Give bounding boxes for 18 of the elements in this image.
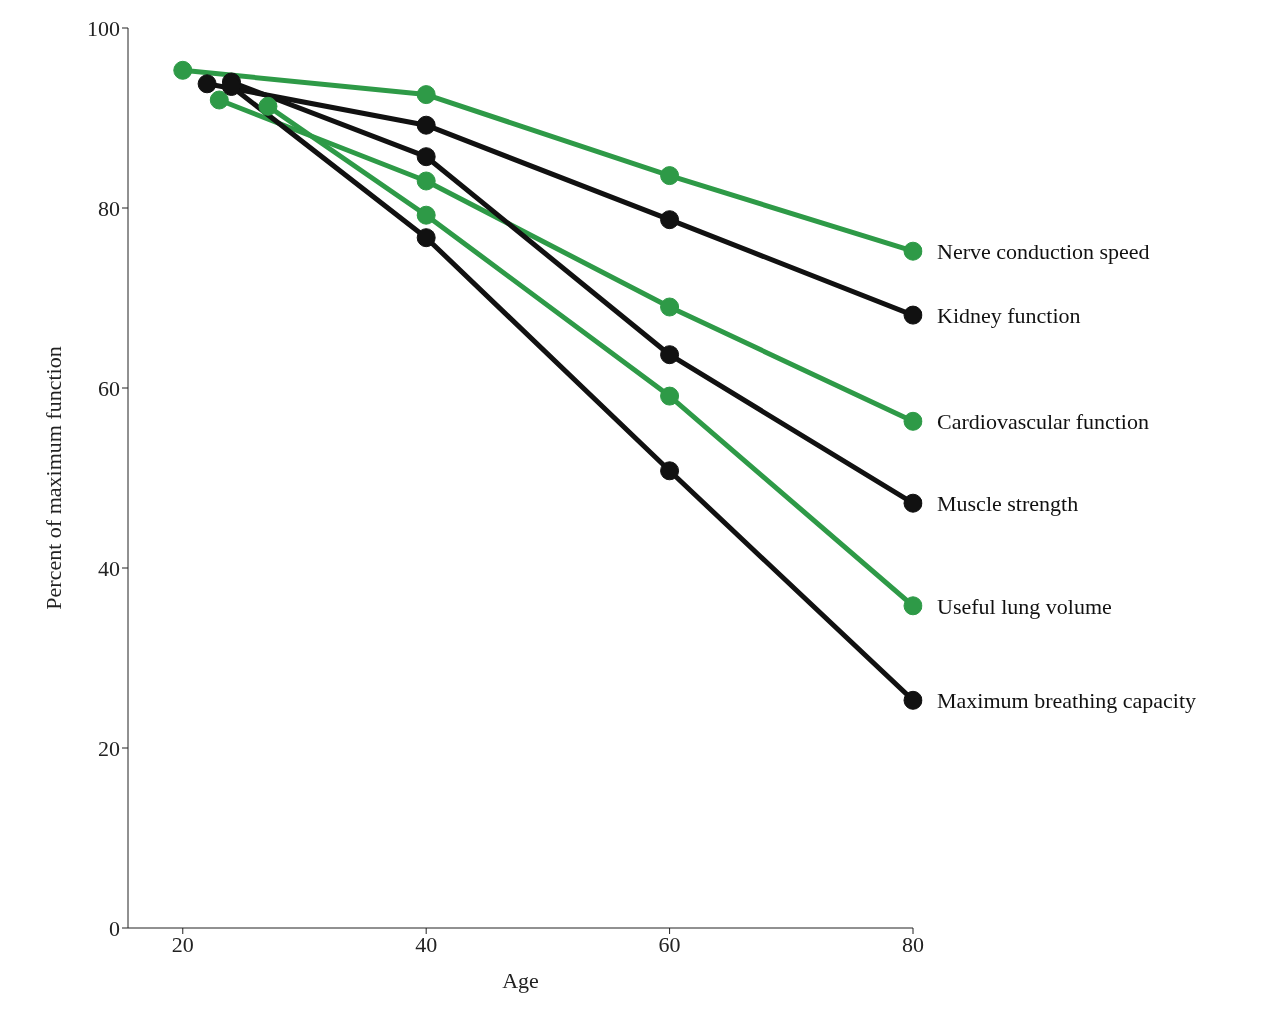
y-tick-label: 80 — [98, 195, 120, 221]
series-label: Cardiovascular function — [937, 409, 1149, 435]
x-axis-title: Age — [502, 968, 539, 993]
x-tick-label: 80 — [902, 931, 924, 957]
series-label: Maximum breathing capacity — [937, 688, 1197, 714]
y-tick-label: 100 — [87, 15, 120, 41]
series-label: Kidney function — [937, 303, 1081, 329]
x-tick-label: 20 — [171, 931, 194, 957]
y-axis-title: Percent of maximum function — [40, 346, 66, 610]
x-tick-label: 40 — [415, 931, 438, 957]
y-tick-label: 20 — [98, 735, 120, 761]
y-tick-label: 60 — [98, 375, 120, 401]
series-label: Useful lung volume — [937, 593, 1112, 619]
x-tick-label: 60 — [658, 931, 681, 957]
series-label: Nerve conduction speed — [937, 239, 1150, 265]
y-tick-label: 0 — [109, 915, 120, 941]
series-label: Muscle strength — [937, 491, 1079, 517]
y-tick-label: 40 — [98, 555, 120, 581]
